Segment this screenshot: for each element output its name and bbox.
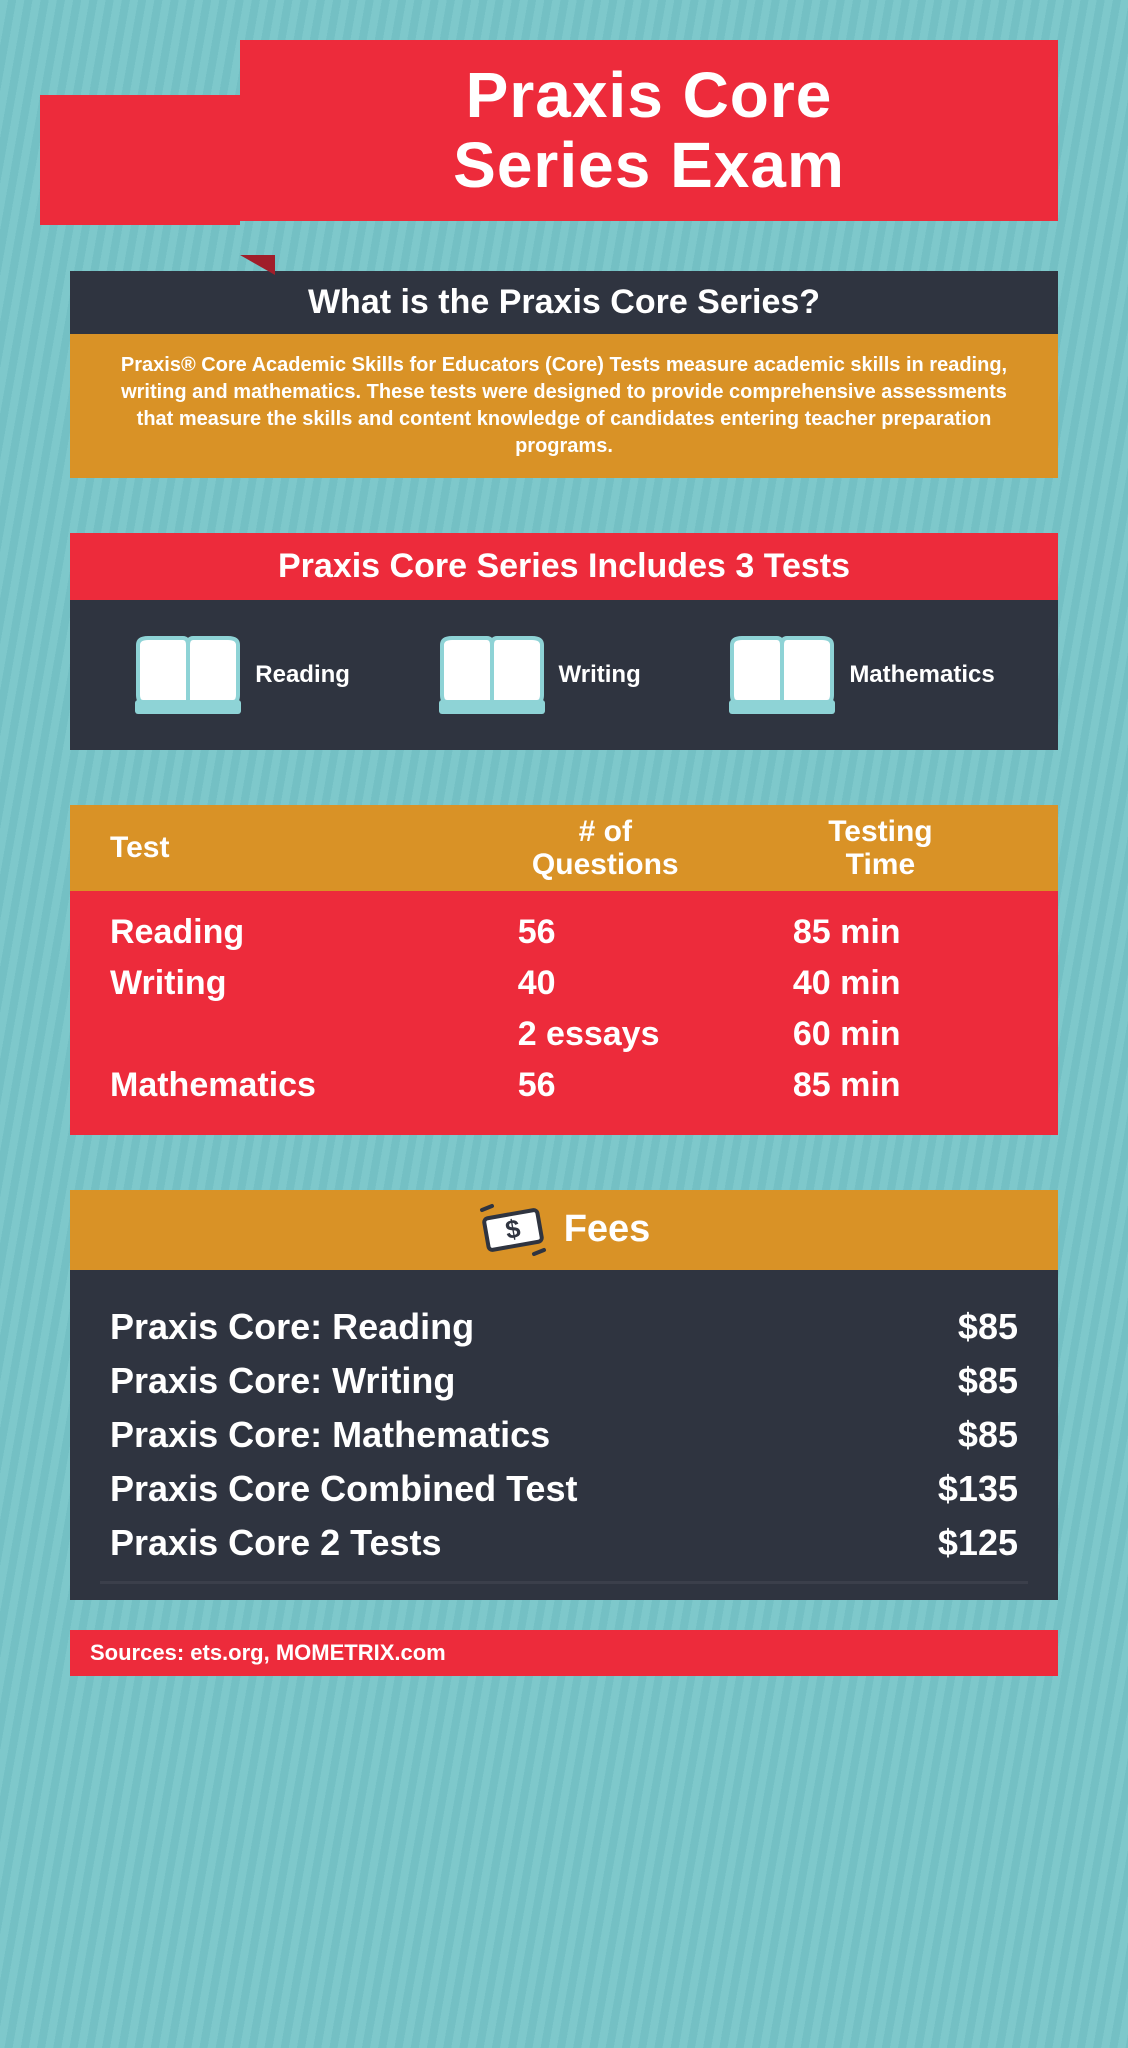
fee-row: Praxis Core: Mathematics $85	[110, 1408, 1018, 1462]
table-row: 2 essays 60 min	[110, 1009, 1018, 1060]
fees-heading-row: $ Fees	[70, 1190, 1058, 1270]
table-header-row: Test # of Questions Testing Time	[70, 805, 1058, 891]
ribbon-fold	[240, 255, 275, 275]
title-banner: Praxis Core Series Exam	[240, 40, 1058, 221]
fees-heading: Fees	[564, 1208, 651, 1251]
book-icon	[133, 630, 243, 720]
tests-body: Reading Writing Mathematics	[70, 600, 1058, 750]
table-body: Reading 56 85 min Writing 40 40 min 2 es…	[70, 891, 1058, 1135]
fee-label: Praxis Core Combined Test	[110, 1468, 577, 1510]
fee-label: Praxis Core: Reading	[110, 1306, 474, 1348]
page-title: Praxis Core Series Exam	[300, 60, 998, 201]
tests-heading: Praxis Core Series Includes 3 Tests	[70, 533, 1058, 600]
cell-time: 40 min	[743, 964, 1018, 1003]
fee-price: $125	[938, 1522, 1018, 1564]
table-row: Writing 40 40 min	[110, 958, 1018, 1009]
cell-test: Reading	[110, 913, 468, 952]
dollar-icon: $	[478, 1200, 548, 1260]
intro-section: What is the Praxis Core Series? Praxis® …	[70, 271, 1058, 478]
cell-time: 85 min	[743, 913, 1018, 952]
cell-test: Mathematics	[110, 1066, 468, 1105]
cell-questions: 56	[468, 913, 743, 952]
fees-body: Praxis Core: Reading $85 Praxis Core: Wr…	[70, 1270, 1058, 1600]
fee-row: Praxis Core 2 Tests $125	[110, 1516, 1018, 1570]
fees-section: $ Fees Praxis Core: Reading $85 Praxis C…	[70, 1190, 1058, 1600]
tests-section: Praxis Core Series Includes 3 Tests Read…	[70, 533, 1058, 750]
intro-body: Praxis® Core Academic Skills for Educato…	[70, 334, 1058, 478]
cell-time: 60 min	[743, 1015, 1018, 1054]
test-item-reading: Reading	[133, 630, 350, 720]
test-label: Reading	[255, 661, 350, 689]
fee-row: Praxis Core: Writing $85	[110, 1354, 1018, 1408]
cell-test: Writing	[110, 964, 468, 1003]
fee-label: Praxis Core: Writing	[110, 1360, 455, 1402]
fee-label: Praxis Core: Mathematics	[110, 1414, 550, 1456]
fee-price: $85	[958, 1306, 1018, 1348]
cell-questions: 2 essays	[468, 1015, 743, 1054]
col-questions: # of Questions	[468, 815, 743, 881]
test-item-math: Mathematics	[727, 630, 994, 720]
intro-heading: What is the Praxis Core Series?	[70, 271, 1058, 334]
test-label: Writing	[559, 661, 641, 689]
title-line-2: Series Exam	[453, 129, 845, 201]
cell-time: 85 min	[743, 1066, 1018, 1105]
fee-row: Praxis Core Combined Test $135	[110, 1462, 1018, 1516]
fee-price: $85	[958, 1360, 1018, 1402]
test-label: Mathematics	[849, 661, 994, 689]
cell-questions: 40	[468, 964, 743, 1003]
test-item-writing: Writing	[437, 630, 641, 720]
title-line-1: Praxis Core	[466, 59, 833, 131]
table-row: Reading 56 85 min	[110, 907, 1018, 958]
book-icon	[437, 630, 547, 720]
fee-label: Praxis Core 2 Tests	[110, 1522, 442, 1564]
sources-bar: Sources: ets.org, MOMETRIX.com	[70, 1630, 1058, 1676]
ribbon-tail	[40, 95, 110, 225]
table-row: Mathematics 56 85 min	[110, 1060, 1018, 1111]
col-time: Testing Time	[743, 815, 1018, 881]
book-icon	[727, 630, 837, 720]
cell-questions: 56	[468, 1066, 743, 1105]
fee-price: $135	[938, 1468, 1018, 1510]
title-ribbon: Praxis Core Series Exam	[70, 40, 1058, 221]
fee-price: $85	[958, 1414, 1018, 1456]
fee-row: Praxis Core: Reading $85	[110, 1300, 1018, 1354]
table-section: Test # of Questions Testing Time Reading…	[70, 805, 1058, 1135]
col-test: Test	[110, 831, 468, 865]
